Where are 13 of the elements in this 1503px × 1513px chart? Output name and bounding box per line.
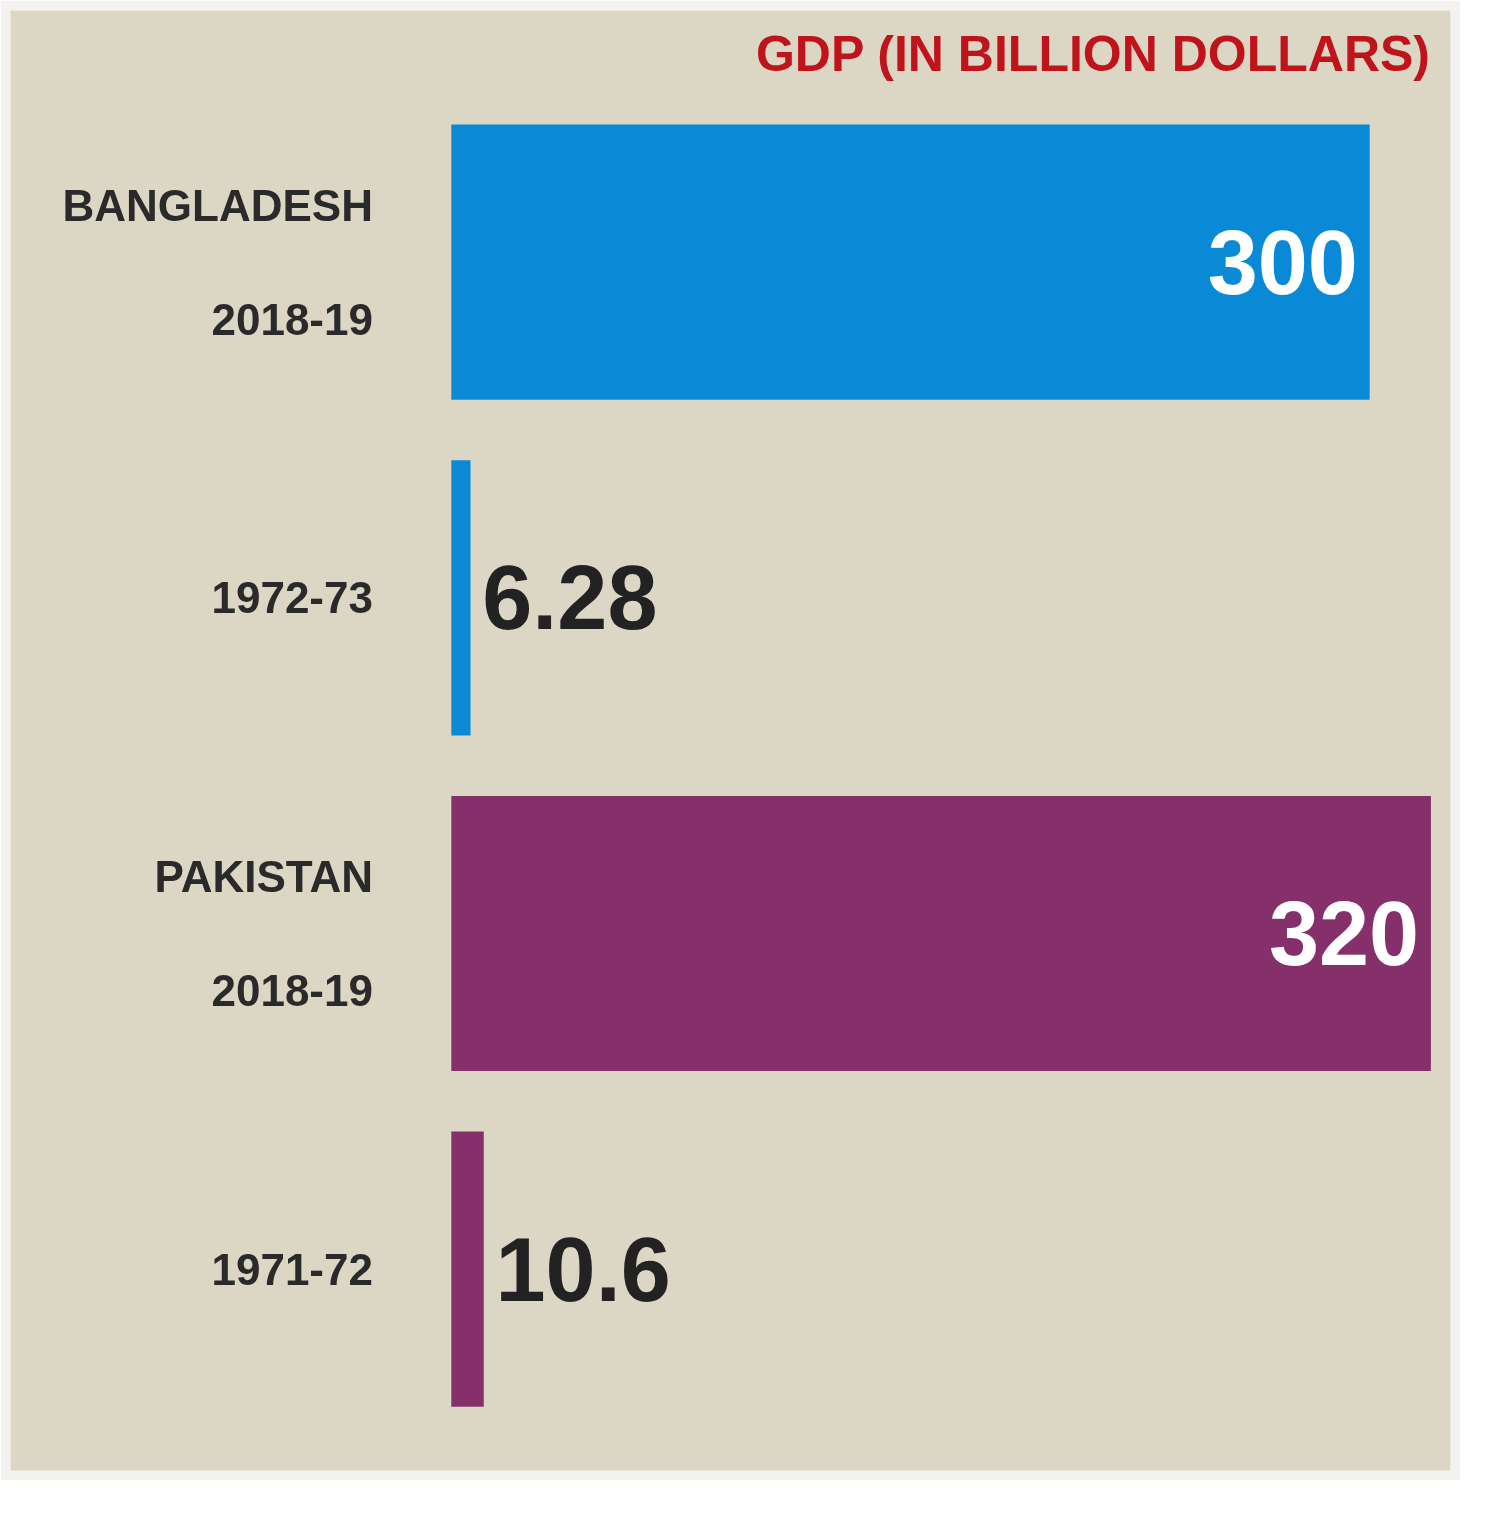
data-label: 300 [1207, 212, 1358, 313]
y-tick-label: 1971-72 [211, 1244, 373, 1294]
bar [451, 460, 471, 736]
data-label: 6.28 [482, 548, 658, 649]
bar [451, 1131, 484, 1407]
data-label: 10.6 [495, 1219, 671, 1320]
data-label: 320 [1268, 883, 1420, 984]
category-label: BANGLADESH 2018-19 [62, 180, 373, 344]
bar [451, 795, 1431, 1072]
category-label: PAKISTAN 2018-19 [154, 851, 373, 1016]
bar [451, 124, 1370, 400]
chart-title: GDP (IN BILLION DOLLARS) [755, 26, 1431, 83]
y-tick-label: 1972-73 [211, 573, 373, 623]
